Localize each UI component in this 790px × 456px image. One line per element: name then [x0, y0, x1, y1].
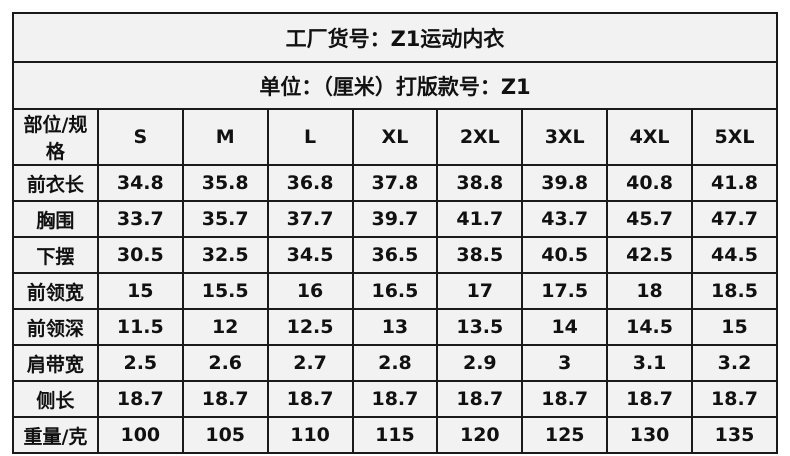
measurement-cell: 47.7: [691, 200, 778, 238]
measurement-cell: 100: [96, 416, 184, 454]
measurement-cell: 38.8: [436, 164, 524, 202]
table-row: 前领深 11.5 12 12.5 13 13.5 14 14.5 15: [12, 308, 778, 346]
measurement-cell: 44.5: [691, 236, 778, 274]
measurement-cell: 30.5: [96, 236, 184, 274]
measurement-cell: 36.5: [351, 236, 439, 274]
measurement-cell: 18: [606, 272, 693, 310]
header-row: 部位/规格 S M L XL 2XL 3XL 4XL 5XL: [12, 108, 778, 166]
measurement-cell: 17.5: [521, 272, 609, 310]
measurement-cell: 39.7: [351, 200, 439, 238]
measurement-cell: 36.8: [266, 164, 354, 202]
measurement-cell: 18.7: [691, 380, 778, 418]
header-cell-size: 5XL: [691, 108, 778, 166]
measurement-cell: 16: [266, 272, 354, 310]
measurement-cell: 3.2: [691, 344, 778, 382]
header-cell-size: M: [181, 108, 269, 166]
measurement-cell: 130: [606, 416, 693, 454]
measurement-cell: 40.5: [521, 236, 609, 274]
measurement-cell: 12: [181, 308, 269, 346]
measurement-cell: 41.8: [691, 164, 778, 202]
measurement-cell: 16.5: [351, 272, 439, 310]
header-cell-size: S: [96, 108, 184, 166]
measurement-cell: 2.9: [436, 344, 524, 382]
measurement-cell: 35.7: [181, 200, 269, 238]
measurement-cell: 125: [521, 416, 609, 454]
measurement-cell: 2.5: [96, 344, 184, 382]
measurement-cell: 12.5: [266, 308, 354, 346]
header-cell-size: 4XL: [606, 108, 693, 166]
measurement-cell: 3.1: [606, 344, 693, 382]
measurement-cell: 15: [691, 308, 778, 346]
table-subtitle: 单位：（厘米）打版款号：Z1: [12, 61, 778, 110]
measurement-cell: 18.7: [181, 380, 269, 418]
header-cell-size: L: [266, 108, 354, 166]
table-row: 侧长 18.7 18.7 18.7 18.7 18.7 18.7 18.7 18.7: [12, 380, 778, 418]
row-label: 肩带宽: [12, 344, 99, 382]
measurement-cell: 41.7: [436, 200, 524, 238]
table-row: 前领宽 15 15.5 16 16.5 17 17.5 18 18.5: [12, 272, 778, 310]
measurement-cell: 13: [351, 308, 439, 346]
measurement-cell: 115: [351, 416, 439, 454]
row-label: 前领宽: [12, 272, 99, 310]
header-cell-size: 3XL: [521, 108, 609, 166]
measurement-cell: 43.7: [521, 200, 609, 238]
measurement-cell: 2.7: [266, 344, 354, 382]
table-row: 肩带宽 2.5 2.6 2.7 2.8 2.9 3 3.1 3.2: [12, 344, 778, 382]
measurement-cell: 45.7: [606, 200, 693, 238]
measurement-cell: 34.8: [96, 164, 184, 202]
measurement-cell: 110: [266, 416, 354, 454]
measurement-cell: 120: [436, 416, 524, 454]
measurement-cell: 40.8: [606, 164, 693, 202]
table-row: 胸围 33.7 35.7 37.7 39.7 41.7 43.7 45.7 47.7: [12, 200, 778, 238]
measurement-cell: 37.8: [351, 164, 439, 202]
measurement-cell: 13.5: [436, 308, 524, 346]
measurement-cell: 2.8: [351, 344, 439, 382]
measurement-cell: 38.5: [436, 236, 524, 274]
measurement-cell: 18.7: [606, 380, 693, 418]
measurement-cell: 37.7: [266, 200, 354, 238]
row-label: 胸围: [12, 200, 99, 238]
measurement-cell: 18.7: [521, 380, 609, 418]
size-chart-table: 工厂货号：Z1运动内衣 单位：（厘米）打版款号：Z1 部位/规格 S M L XL 2XL…: [12, 12, 778, 454]
row-label: 前领深: [12, 308, 99, 346]
row-label: 重量/克: [12, 416, 99, 454]
row-label: 下摆: [12, 236, 99, 274]
measurement-cell: 42.5: [606, 236, 693, 274]
measurement-cell: 39.8: [521, 164, 609, 202]
measurement-cell: 105: [181, 416, 269, 454]
measurement-cell: 3: [521, 344, 609, 382]
measurement-cell: 33.7: [96, 200, 184, 238]
measurement-cell: 2.6: [181, 344, 269, 382]
table-row: 前衣长 34.8 35.8 36.8 37.8 38.8 39.8 40.8 41.8: [12, 164, 778, 202]
measurement-cell: 15.5: [181, 272, 269, 310]
measurement-cell: 14: [521, 308, 609, 346]
measurement-cell: 34.5: [266, 236, 354, 274]
table-row: 下摆 30.5 32.5 34.5 36.5 38.5 40.5 42.5 44.5: [12, 236, 778, 274]
header-cell-size: XL: [351, 108, 439, 166]
table-row: 重量/克 100 105 110 115 120 125 130 135: [12, 416, 778, 454]
measurement-cell: 18.7: [96, 380, 184, 418]
measurement-cell: 18.5: [691, 272, 778, 310]
measurement-cell: 32.5: [181, 236, 269, 274]
table-title: 工厂货号：Z1运动内衣: [12, 12, 778, 63]
header-cell-size: 2XL: [436, 108, 524, 166]
measurement-cell: 35.8: [181, 164, 269, 202]
row-label: 前衣长: [12, 164, 99, 202]
measurement-cell: 18.7: [266, 380, 354, 418]
measurement-cell: 15: [96, 272, 184, 310]
measurement-cell: 14.5: [606, 308, 693, 346]
measurement-cell: 11.5: [96, 308, 184, 346]
measurement-cell: 17: [436, 272, 524, 310]
measurement-cell: 135: [691, 416, 778, 454]
measurement-cell: 18.7: [351, 380, 439, 418]
row-label: 侧长: [12, 380, 99, 418]
measurement-cell: 18.7: [436, 380, 524, 418]
header-cell-label: 部位/规格: [12, 108, 99, 166]
